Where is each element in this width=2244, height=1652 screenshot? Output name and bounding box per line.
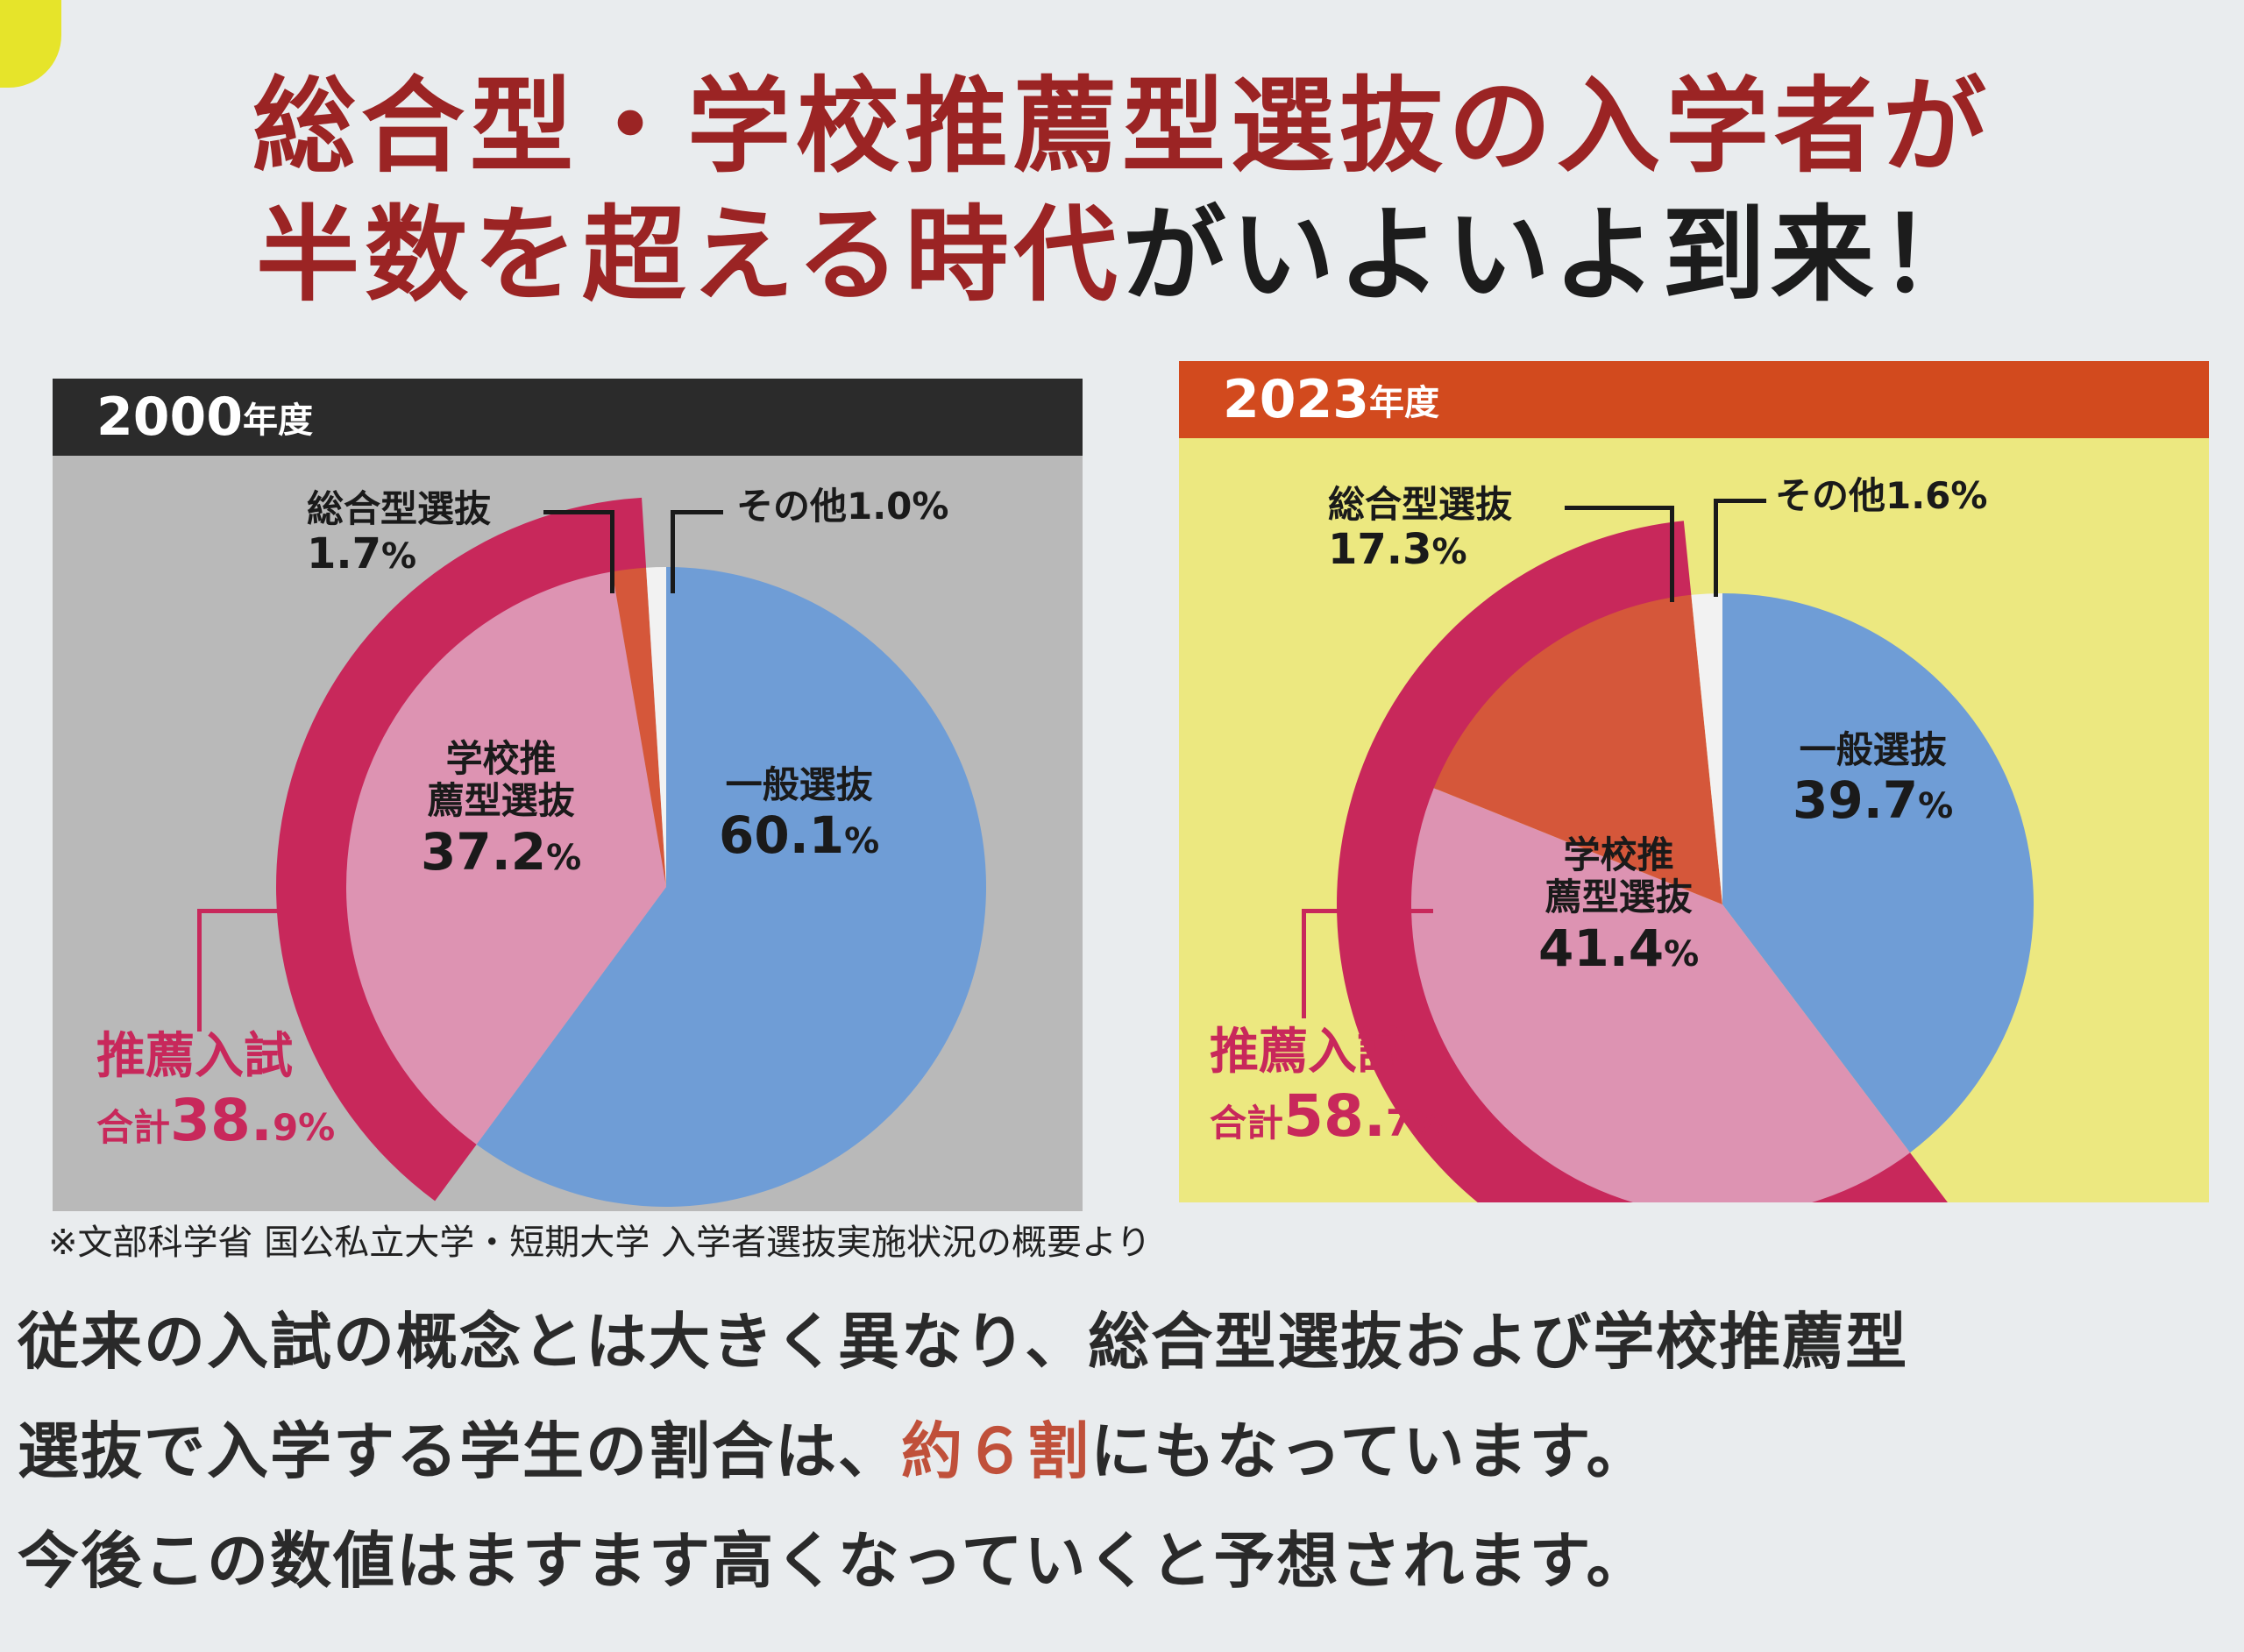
body-line-2: 選抜で入学する学生の割合は、約６割にもなっています。 (18, 1402, 1650, 1491)
header-year: 2000 (96, 386, 243, 448)
total-value: 38. (170, 1087, 273, 1155)
comp-name: 総合型選抜 (307, 487, 492, 530)
label-other-2023: その他1.6% (1775, 474, 1988, 517)
total-box-2000: 推薦入試 合計38.9% (96, 1027, 335, 1155)
slice-comprehensive (1433, 594, 1722, 904)
comp-pct: % (381, 536, 417, 578)
general-value: 39.7 (1793, 770, 1919, 831)
general-name: 一般選抜 (1799, 728, 1947, 771)
total-value: 58. (1283, 1082, 1386, 1151)
chart-panel-2023: 2023 年度 一般選抜 39.7% 学校推 薦型選抜 41.4% 総合型選抜 1… (1179, 361, 2209, 1202)
slice-school-recommend (1411, 788, 1911, 1202)
total-callout-v-2023 (1302, 909, 1306, 1018)
general-name: 一般選抜 (725, 763, 873, 806)
pie-chart-2000 (276, 497, 986, 1207)
total-pct: % (1411, 1102, 1449, 1145)
slice-general (476, 567, 986, 1207)
panel-header-2023: 2023 年度 (1179, 361, 2209, 438)
other-callout-v (1714, 499, 1718, 597)
total-box-2023: 推薦入試 合計58.7% (1210, 1023, 1448, 1151)
headline-red-part: 半数を超える時代 (256, 195, 1123, 316)
slice-other (646, 567, 666, 887)
label-school-2000: 学校推 薦型選抜 37.2% (421, 737, 582, 882)
total-title: 推薦入試 (96, 1028, 293, 1085)
total-callout-v-2000 (197, 909, 202, 1032)
body-line-1: 従来の入試の概念とは大きく異なり、総合型選抜および学校推薦型 (18, 1306, 1909, 1378)
recommend-ring (1337, 521, 1948, 1202)
total-title: 推薦入試 (1210, 1024, 1406, 1081)
total-value-decimal: 9 (272, 1106, 299, 1150)
slice-school-recommend (345, 571, 666, 1145)
total-prefix: 合計 (96, 1106, 171, 1150)
total-callout-h-2023 (1302, 909, 1433, 913)
comp-name: 総合型選抜 (1328, 483, 1513, 526)
general-pct: % (1918, 786, 1954, 827)
school-name-2: 薦型選抜 (427, 779, 575, 823)
total-prefix: 合計 (1210, 1102, 1284, 1145)
body-line-2b: にもなっています。 (1090, 1415, 1650, 1487)
total-row: 合計38.9% (96, 1086, 335, 1155)
slice-general (1722, 593, 2034, 1153)
label-comprehensive-2000: 総合型選抜 1.7% (307, 487, 492, 579)
other-text: その他1.0% (736, 485, 949, 528)
body-highlight: 約６割 (901, 1415, 1090, 1487)
label-other-2000: その他1.0% (736, 485, 949, 528)
other-text: その他1.6% (1775, 474, 1988, 517)
label-general-2023: 一般選抜 39.7% (1793, 728, 1954, 831)
comp-value: 17.3 (1328, 525, 1432, 575)
other-callout-v (671, 510, 675, 593)
slice-other (1691, 593, 1722, 904)
school-value: 41.4 (1538, 918, 1665, 978)
school-pct: % (1664, 933, 1700, 975)
comp-pct: % (1431, 532, 1467, 573)
general-value: 60.1 (719, 805, 845, 866)
other-callout-h (1714, 499, 1766, 503)
label-comprehensive-2023: 総合型選抜 17.3% (1328, 483, 1513, 575)
school-name-2: 薦型選抜 (1545, 876, 1693, 919)
total-value-decimal: 7 (1385, 1102, 1412, 1145)
total-callout-h-2000 (197, 909, 329, 913)
other-callout-h (671, 510, 723, 514)
comp-callout-v (610, 510, 614, 593)
comp-callout-h (543, 510, 614, 514)
header-suffix: 年度 (1369, 383, 1439, 423)
school-name-1: 学校推 (445, 737, 557, 780)
slice-comprehensive (612, 567, 666, 887)
headline-black-part: がいよいよ到来！ (1122, 195, 1988, 316)
chart-panel-2000: 2000 年度 一般選抜 60.1% 学校推 薦型選抜 37.2% 総合型選抜 1… (53, 379, 1083, 1211)
panel-header-2000: 2000 年度 (53, 379, 1083, 456)
general-pct: % (844, 821, 880, 862)
total-pct: % (298, 1106, 336, 1150)
body-line-3: 今後この数値はますます高くなっていくと予想されます。 (18, 1525, 1650, 1597)
label-general-2000: 一般選抜 60.1% (719, 763, 880, 866)
body-line-2a: 選抜で入学する学生の割合は、 (18, 1415, 901, 1487)
headline-line-2: 半数を超える時代がいよいよ到来！ (0, 203, 2244, 307)
header-suffix: 年度 (243, 401, 313, 441)
school-name-1: 学校推 (1563, 833, 1674, 876)
headline-line-1: 総合型・学校推薦型選抜の入学者が (252, 66, 1992, 187)
header-year: 2023 (1223, 369, 1369, 430)
total-row: 合計58.7% (1210, 1081, 1448, 1151)
comp-value: 1.7 (307, 529, 382, 579)
comp-callout-v (1670, 506, 1674, 602)
comp-callout-h (1565, 506, 1674, 510)
pie-chart-2023 (1337, 521, 2034, 1202)
school-value: 37.2 (421, 821, 547, 882)
source-note: ※文部科学省 国公私立大学・短期大学 入学者選抜実施状況の概要より (48, 1223, 1152, 1263)
recommend-ring (276, 497, 647, 1202)
school-pct: % (546, 837, 582, 878)
label-school-2023: 学校推 薦型選抜 41.4% (1538, 833, 1700, 978)
